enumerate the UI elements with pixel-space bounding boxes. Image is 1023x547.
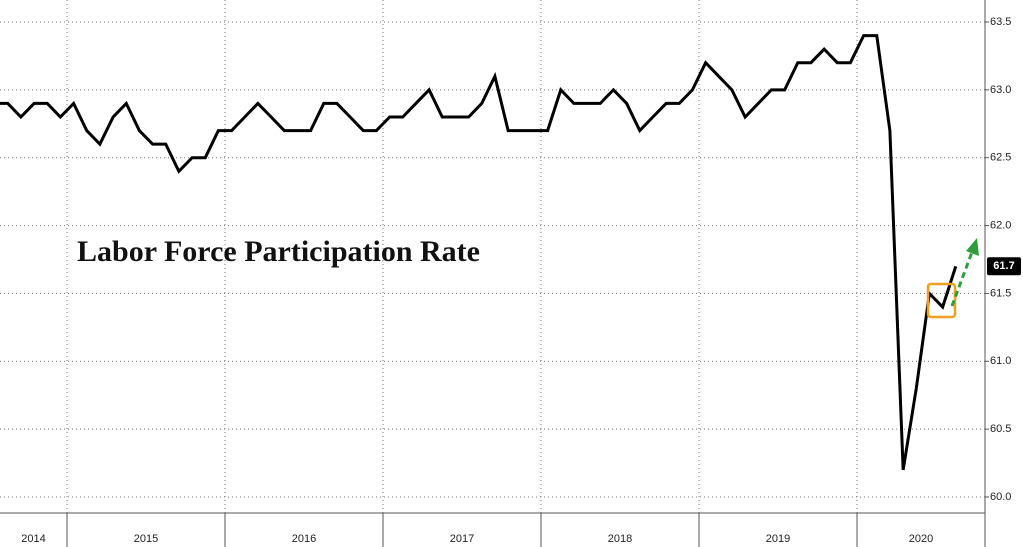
y-tick-label: 60.0 [990,491,1011,503]
y-tick-label: 61.5 [990,287,1011,299]
grid [0,0,985,513]
last-value-label: 61.7 [993,260,1014,272]
y-tick-label: 60.5 [990,423,1011,435]
trend-arrow-head [966,238,979,256]
y-tick-label: 63.5 [990,16,1011,28]
chart-title: Labor Force Participation Rate [77,235,480,268]
x-tick-label: 2020 [909,533,933,545]
x-tick-label: 2014 [21,533,45,545]
y-tick-label: 62.5 [990,152,1011,164]
last-value-box [987,257,1021,276]
y-tick-label: 63.0 [990,84,1011,96]
x-tick-label: 2018 [608,533,632,545]
plot-area [0,34,958,471]
x-tick-label: 2017 [450,533,474,545]
x-tick-label: 2016 [292,533,316,545]
x-tick-label: 2019 [766,533,790,545]
y-tick-label: 62.0 [990,219,1011,231]
y-tick-label: 61.0 [990,355,1011,367]
data-line [0,34,958,471]
highlight-box [926,282,957,319]
axes: 60.0 60.5 61.0 61.5 62.0 62.5 63.0 63.5 2014 2015… [21,16,1021,547]
x-tick-label: 2015 [134,533,158,545]
